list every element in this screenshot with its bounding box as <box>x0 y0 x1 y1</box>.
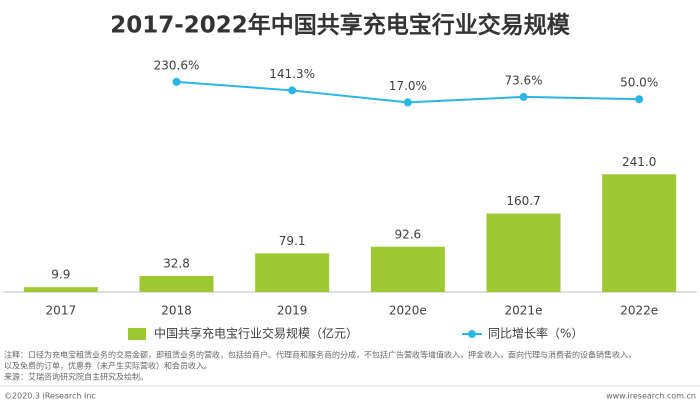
note: 注释：口径为充电宝租赁业务的交易金额，即租赁业务的营收，包括给商户、代理商和服务… <box>4 350 636 360</box>
data-label: 241.0 <box>622 155 656 169</box>
x-tick-label: 2022e <box>620 304 658 318</box>
data-label: 32.8 <box>163 256 190 270</box>
bar <box>486 213 561 292</box>
source: 来源：艾瑞咨询研究院自主研究及绘制。 <box>4 372 148 382</box>
bar <box>23 287 98 292</box>
bar <box>602 174 677 292</box>
data-label: 230.6% <box>154 58 200 72</box>
data-label: 141.3% <box>269 67 315 81</box>
x-tick-label: 2021e <box>505 304 543 318</box>
data-label: 73.6% <box>504 73 542 87</box>
data-label: 79.1 <box>279 234 306 248</box>
data-label: 92.6 <box>394 227 421 241</box>
chart-title: 2017-2022年中国共享充电宝行业交易规模 <box>110 12 571 39</box>
line-point <box>635 95 644 104</box>
data-label: 50.0% <box>620 76 658 90</box>
line-point <box>519 92 528 101</box>
legend-label: 同比增长率（%） <box>488 326 583 341</box>
note: 以及免费的订单，优惠券（未产生实际营收）和会员收入。 <box>4 361 212 371</box>
x-tick-label: 2020e <box>389 304 427 318</box>
legend-label: 中国共享充电宝行业交易规模（亿元） <box>154 326 358 341</box>
footer-right: www.iresearch.com.cn <box>606 392 696 401</box>
x-tick-label: 2018 <box>161 304 192 318</box>
x-tick-label: 2019 <box>277 304 308 318</box>
data-label: 160.7 <box>506 194 540 208</box>
legend-marker <box>468 330 476 338</box>
data-label: 9.9 <box>51 268 70 282</box>
line-point <box>288 86 297 95</box>
data-label: 17.0% <box>389 79 427 93</box>
line-point <box>172 77 181 86</box>
line-point <box>403 98 412 107</box>
bar <box>139 275 214 292</box>
bar <box>370 246 445 292</box>
legend-swatch <box>128 328 146 340</box>
bar <box>255 253 330 292</box>
x-tick-label: 2017 <box>46 304 77 318</box>
footer-left: ©2020.3 iResearch Inc <box>4 392 96 401</box>
